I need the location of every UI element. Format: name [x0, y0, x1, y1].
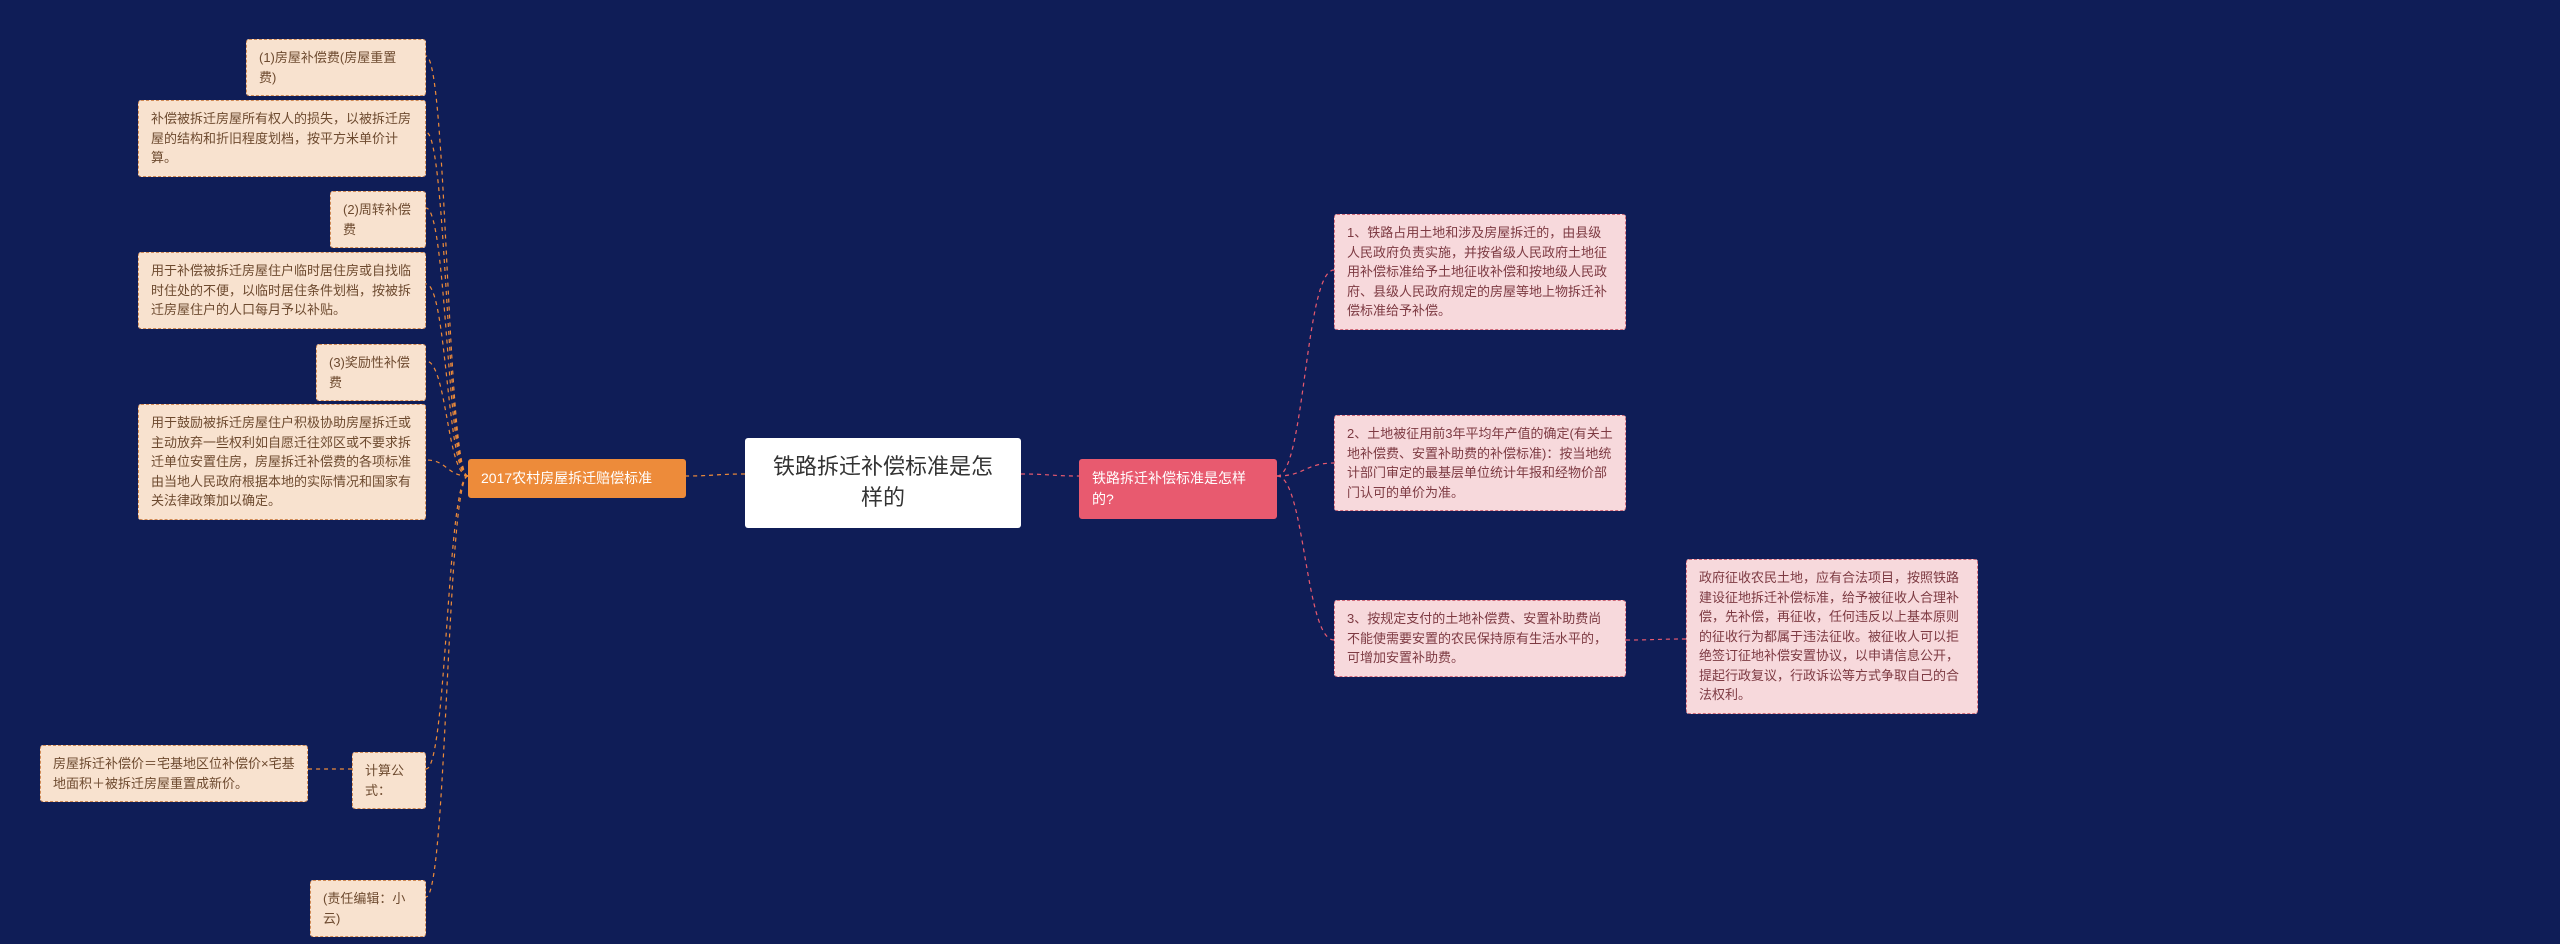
left-leaf-1: 补偿被拆迁房屋所有权人的损失，以被拆迁房屋的结构和折旧程度划档，按平方米单价计算… — [138, 100, 426, 177]
right-leaf-2a: 政府征收农民土地，应有合法项目，按照铁路建设征地拆迁补偿标准，给予被征收人合理补… — [1686, 559, 1978, 714]
right-leaf-1: 2、土地被征用前3年平均年产值的确定(有关土地补偿费、安置补助费的补偿标准)：按… — [1334, 415, 1626, 511]
edge-left-l3 — [426, 284, 468, 476]
edge-right-r1 — [1277, 463, 1334, 476]
edge-right-r2 — [1277, 476, 1334, 640]
edge-left-l4 — [426, 361, 468, 476]
edge-right-r0 — [1277, 270, 1334, 476]
edge-left-l2 — [426, 208, 468, 476]
left-leaf-4: (3)奖励性补偿费 — [316, 344, 426, 401]
edge-left-l6 — [426, 476, 468, 769]
edge-r2-r2a — [1626, 639, 1686, 640]
right-branch: 铁路拆迁补偿标准是怎样的? — [1079, 459, 1277, 519]
right-leaf-0: 1、铁路占用土地和涉及房屋拆迁的，由县级人民政府负责实施，并按省级人民政府土地征… — [1334, 214, 1626, 330]
edge-left-l0 — [426, 56, 468, 476]
edge-root-left — [686, 474, 745, 476]
edge-root-right — [1021, 474, 1079, 476]
left-leaf-6: 计算公式： — [352, 752, 426, 809]
root-node: 铁路拆迁补偿标准是怎样的 — [745, 438, 1021, 528]
left-leaf-3: 用于补偿被拆迁房屋住户临时居住房或自找临时住处的不便，以临时居住条件划档，按被拆… — [138, 252, 426, 329]
left-branch: 2017农村房屋拆迁赔偿标准 — [468, 459, 686, 498]
left-leaf-6a: 房屋拆迁补偿价＝宅基地区位补偿价×宅基地面积＋被拆迁房屋重置成新价。 — [40, 745, 308, 802]
edge-left-l5 — [426, 460, 468, 476]
right-leaf-2: 3、按规定支付的土地补偿费、安置补助费尚不能使需要安置的农民保持原有生活水平的，… — [1334, 600, 1626, 677]
left-leaf-7: (责任编辑：小云) — [310, 880, 426, 937]
left-leaf-2: (2)周转补偿费 — [330, 191, 426, 248]
left-leaf-5: 用于鼓励被拆迁房屋住户积极协助房屋拆迁或主动放弃一些权利如自愿迁往郊区或不要求拆… — [138, 404, 426, 520]
edge-left-l1 — [426, 132, 468, 476]
edge-left-l7 — [426, 476, 468, 897]
left-leaf-0: (1)房屋补偿费(房屋重置费) — [246, 39, 426, 96]
